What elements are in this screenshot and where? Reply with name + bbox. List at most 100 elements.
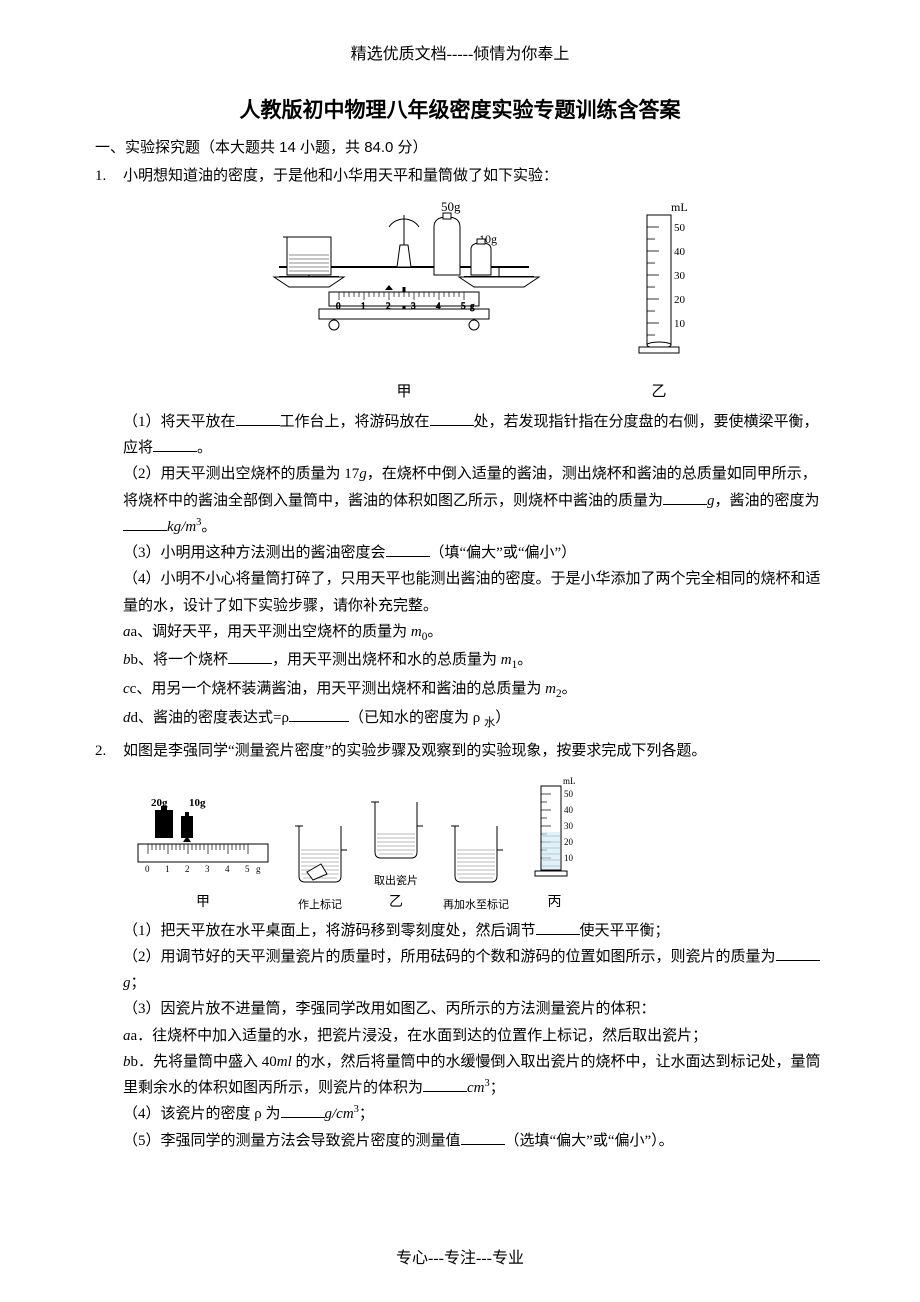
blank xyxy=(776,946,820,961)
unit: g xyxy=(123,975,131,991)
question-1: 1. 小明想知道油的密度，于是他和小华用天平和量筒做了如下实验： 50g 10g xyxy=(95,163,825,734)
q1-step-a: aa、调好天平，用天平测出空烧杯的质量为 m0。 xyxy=(123,619,825,648)
document-title: 人教版初中物理八年级密度实验专题训练含答案 xyxy=(95,94,825,124)
text: （选填“偏大”或“偏小”）。 xyxy=(505,1133,674,1149)
text: （1）将天平放在 xyxy=(123,414,236,430)
q1-step-b: bb、将一个烧杯，用天平测出烧杯和水的总质量为 m1。 xyxy=(123,647,825,676)
blank xyxy=(423,1077,467,1092)
svg-text:30: 30 xyxy=(564,821,574,831)
unit: g xyxy=(707,493,715,509)
text: ； xyxy=(359,1106,374,1122)
text: （2）用天平测出空烧杯的质量为 17 xyxy=(123,466,359,482)
blank xyxy=(386,542,430,557)
text: （3）小明用这种方法测出的酱油密度会 xyxy=(123,545,386,561)
beaker-label-1: 作上标记 xyxy=(291,896,349,915)
figure-weights-ruler: 20g 10g 0 1 2 3 xyxy=(133,794,273,916)
text: c、用另一个烧杯装满酱油，用天平测出烧杯和酱油的总质量为 xyxy=(130,681,545,697)
svg-text:4: 4 xyxy=(225,864,230,874)
text: a、调好天平，用天平测出空烧杯的质量为 xyxy=(131,624,411,640)
svg-text:mL: mL xyxy=(563,776,576,786)
q2-part3: （3）因瓷片放不进量筒，李强同学改用如图乙、丙所示的方法测量瓷片的体积： xyxy=(123,996,825,1022)
text: （填“偏大”或“偏小”） xyxy=(430,545,577,561)
text: 。 xyxy=(427,624,442,640)
svg-text:2: 2 xyxy=(185,864,190,874)
q1-step-c: cc、用另一个烧杯装满酱油，用天平测出烧杯和酱油的总质量为 m2。 xyxy=(123,676,825,705)
var: m xyxy=(501,652,512,668)
var: m xyxy=(545,681,556,697)
text: a．往烧杯中加入适量的水，把瓷片浸没，在水面到达的位置作上标记，然后取出瓷片； xyxy=(131,1028,708,1044)
fig-caption-jia: 甲 xyxy=(249,379,559,405)
q1-intro: 小明想知道油的密度，于是他和小华用天平和量筒做了如下实验： xyxy=(123,163,825,189)
blank xyxy=(123,516,167,531)
svg-text:1: 1 xyxy=(165,864,170,874)
text: ） xyxy=(495,710,510,726)
svg-text:40: 40 xyxy=(564,805,574,815)
blank xyxy=(430,411,474,426)
svg-text:50: 50 xyxy=(674,222,686,234)
q2-figure-row: 20g 10g 0 1 2 3 xyxy=(123,774,825,916)
unit: cm xyxy=(467,1080,485,1096)
text: 。 xyxy=(201,519,216,535)
text: b．先将量筒中盛入 40 xyxy=(131,1054,277,1070)
text: ，酱油的密度为 xyxy=(715,493,820,509)
figure-cylinder-2: mL 50 40 30 20 10 xyxy=(527,774,582,916)
figure-balance: 50g 1 0 g xyxy=(249,197,559,405)
svg-text:g: g xyxy=(256,864,261,874)
text: 。 xyxy=(197,440,212,456)
text: ，用天平测出烧杯和水的总质量为 xyxy=(272,652,501,668)
text: （5）李强同学的测量方法会导致瓷片密度的测量值 xyxy=(123,1133,461,1149)
unit: ml xyxy=(277,1054,292,1070)
q2-step-b: bb．先将量筒中盛入 40ml 的水，然后将量筒中的水缓慢倒入取出瓷片的烧杯中，… xyxy=(123,1049,825,1102)
svg-text:10: 10 xyxy=(564,853,574,863)
svg-text:3: 3 xyxy=(411,301,416,311)
svg-text:0: 0 xyxy=(336,301,341,311)
svg-text:4: 4 xyxy=(436,301,441,311)
svg-text:g: g xyxy=(470,301,475,311)
blank xyxy=(536,920,580,935)
figure-beaker-1: 作上标记 xyxy=(291,814,349,916)
fig-caption-yi: 乙 xyxy=(619,379,699,405)
blank xyxy=(289,707,349,722)
q2-step-a: aa．往烧杯中加入适量的水，把瓷片浸没，在水面到达的位置作上标记，然后取出瓷片； xyxy=(123,1023,825,1049)
svg-text:40: 40 xyxy=(674,246,686,258)
blank xyxy=(461,1130,505,1145)
beaker-label-2: 取出瓷片 xyxy=(367,872,425,891)
blank xyxy=(228,649,272,664)
svg-text:0: 0 xyxy=(145,864,150,874)
q2-part1: （1）把天平放在水平桌面上，将游码移到零刻度处，然后调节 使天平平衡； xyxy=(123,918,825,944)
svg-text:20: 20 xyxy=(674,294,686,306)
q1-part3: （3）小明用这种方法测出的酱油密度会 （填“偏大”或“偏小”） xyxy=(123,540,825,566)
text: ； xyxy=(490,1080,505,1096)
question-number: 2. xyxy=(95,738,123,1154)
svg-text:30: 30 xyxy=(674,270,686,282)
text: （1）把天平放在水平桌面上，将游码移到零刻度处，然后调节 xyxy=(123,923,536,939)
sub: 水 xyxy=(484,717,495,729)
weight-50g-label: 50g xyxy=(441,199,461,214)
unit: kg/m xyxy=(167,519,196,535)
text: （4）该瓷片的密度 ρ 为 xyxy=(123,1106,281,1122)
svg-text:2: 2 xyxy=(386,301,391,311)
svg-text:5: 5 xyxy=(461,301,466,311)
text: ； xyxy=(131,975,146,991)
page-header: 精选优质文档-----倾情为你奉上 xyxy=(95,40,825,64)
cap-bing: 丙 xyxy=(527,891,582,916)
svg-text:1: 1 xyxy=(361,301,366,311)
q1-part2: （2）用天平测出空烧杯的质量为 17g，在烧杯中倒入适量的酱油，测出烧杯和酱油的… xyxy=(123,461,825,540)
text: （已知水的密度为 ρ xyxy=(349,710,484,726)
unit: g/cm xyxy=(325,1106,354,1122)
text: 使天平平衡； xyxy=(580,923,670,939)
text: （2）用调节好的天平测量瓷片的质量时，所用砝码的个数和游码的位置如图所示，则瓷片… xyxy=(123,949,776,965)
section-heading: 一、实验探究题（本大题共 14 小题，共 84.0 分） xyxy=(95,136,825,157)
text: 。 xyxy=(517,652,532,668)
svg-text:50: 50 xyxy=(564,789,574,799)
question-number: 1. xyxy=(95,163,123,734)
svg-text:mL: mL xyxy=(671,200,688,214)
figure-cylinder: mL 50 40 30 20 10 xyxy=(619,197,699,405)
blank xyxy=(663,490,707,505)
q2-part5: （5）李强同学的测量方法会导致瓷片密度的测量值 （选填“偏大”或“偏小”）。 xyxy=(123,1128,825,1154)
text: d、酱油的密度表达式=ρ xyxy=(131,710,289,726)
q1-figure-row: 50g 1 0 g xyxy=(123,197,825,405)
svg-text:5: 5 xyxy=(245,864,250,874)
figure-beaker-3: 再加水至标记 xyxy=(443,814,509,916)
svg-text:3: 3 xyxy=(205,864,210,874)
